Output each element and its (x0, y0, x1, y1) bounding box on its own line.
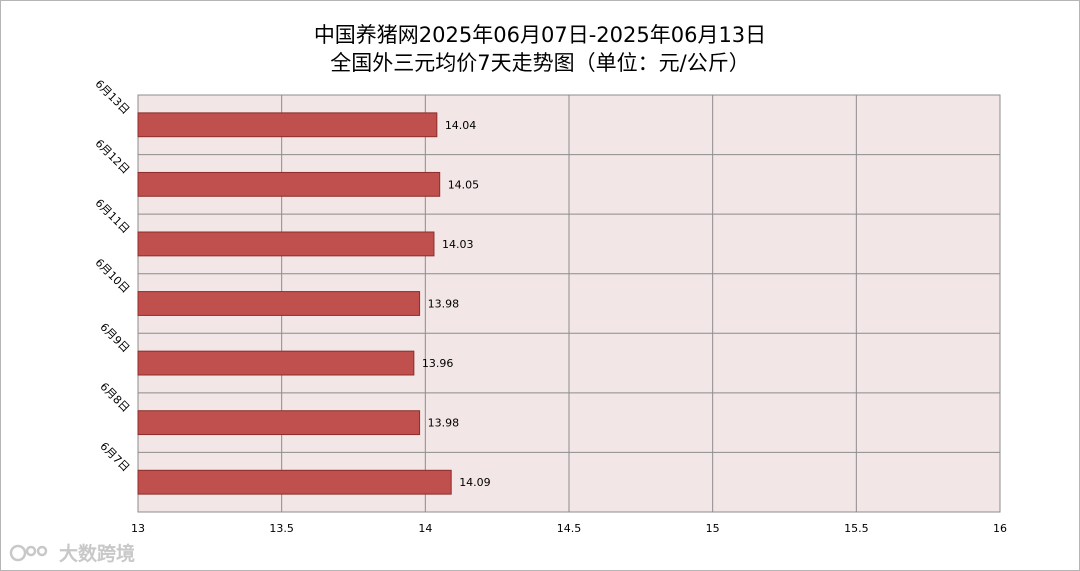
bar (137, 469, 452, 495)
bar (137, 171, 441, 197)
watermark-text: 大数跨境 (59, 543, 136, 565)
y-tick-label: 6月7日 (97, 440, 132, 475)
data-label: 14.05 (448, 178, 480, 191)
data-label: 14.09 (459, 476, 491, 489)
bar (137, 350, 415, 376)
data-label: 13.98 (428, 298, 460, 311)
x-tick-label: 14.5 (557, 522, 582, 535)
x-tick-label: 14 (418, 522, 432, 535)
bar (137, 112, 438, 138)
x-tick-label: 13.5 (269, 522, 294, 535)
watermark: 大数跨境 (9, 539, 135, 566)
y-tick-label: 6月10日 (92, 256, 132, 296)
y-tick-label: 6月12日 (92, 137, 132, 177)
data-label: 13.98 (428, 417, 460, 430)
bar (137, 410, 421, 436)
x-tick-label: 16 (993, 522, 1007, 535)
data-label: 14.04 (445, 119, 477, 132)
data-label: 14.03 (442, 238, 474, 251)
y-tick-label: 6月8日 (97, 380, 132, 415)
y-tick-label: 6月13日 (92, 77, 132, 117)
x-tick-label: 13 (131, 522, 145, 535)
bar (137, 291, 421, 316)
chart-title-line1: 中国养猪网2025年06月07日-2025年06月13日 (313, 23, 767, 47)
chart-title: 中国养猪网2025年06月07日-2025年06月13日 全国外三元均价7天走势… (1, 21, 1079, 77)
chart-title-line2: 全国外三元均价7天走势图（单位：元/公斤） (330, 51, 750, 75)
x-tick-label: 15.5 (844, 522, 869, 535)
y-tick-label: 6月9日 (97, 321, 132, 356)
watermark-logo-icon (9, 544, 48, 561)
y-tick-label: 6月11日 (92, 196, 132, 236)
x-tick-label: 15 (706, 522, 720, 535)
data-label: 13.96 (422, 357, 454, 370)
bar (137, 231, 435, 257)
